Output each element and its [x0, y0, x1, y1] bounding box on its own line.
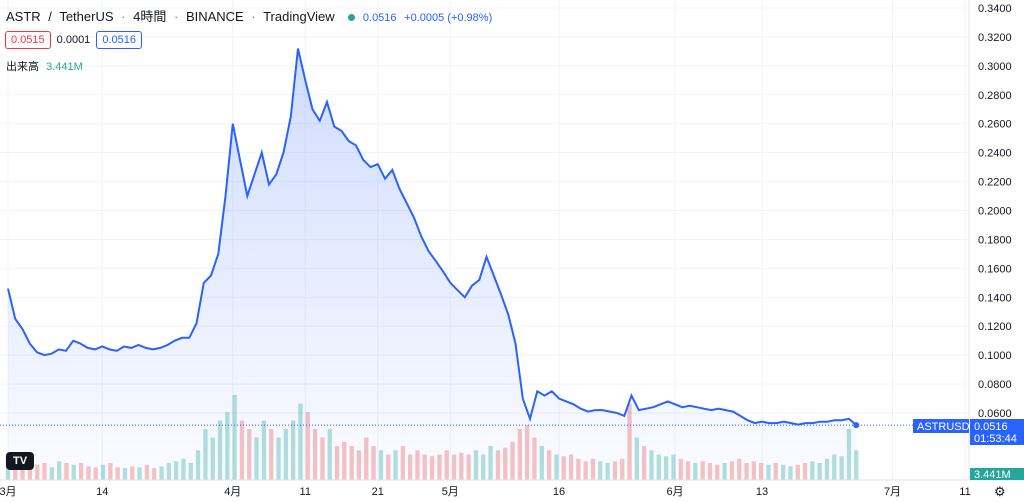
price-tick-label: 0.1600 [978, 263, 1012, 275]
source-label: TradingView [263, 9, 335, 24]
time-tick-label: 11 [959, 486, 970, 498]
settings-gear-icon[interactable]: ⚙ [994, 484, 1006, 499]
price-tick-label: 0.2400 [978, 148, 1012, 160]
volume-label: 出来高 [6, 61, 39, 73]
symbol-tag: ASTRUSDT [917, 421, 977, 433]
dot-sep: · [173, 9, 179, 24]
time-tick-label: 11 [300, 486, 311, 498]
quote-name: TetherUS [59, 9, 114, 24]
time-tick-label: 7月 [884, 486, 901, 498]
symbol-name[interactable]: ASTR [6, 9, 41, 24]
time-tick-label: 13 [756, 486, 768, 498]
time-tick-label: 4月 [224, 486, 241, 498]
sell-button[interactable]: 0.0515 [5, 31, 51, 49]
time-scale[interactable]: 3月 14 4月 11 21 5月 16 6月 13 7月 11 [0, 486, 971, 498]
price-tick-label: 0.2200 [978, 177, 1012, 189]
bar-countdown: 01:53:44 [974, 433, 1017, 445]
quote-bar: 0.0515 0.0001 0.0516 [5, 31, 142, 49]
price-tick-label: 0.1200 [978, 321, 1012, 333]
price-area-fill [8, 48, 857, 480]
volume-value: 3.441M [46, 61, 83, 73]
time-tick-label: 21 [372, 486, 384, 498]
time-tick-label: 6月 [666, 486, 683, 498]
dot-sep: · [121, 9, 126, 24]
volume-legend[interactable]: 出来高 3.441M [6, 58, 83, 74]
market-open-icon [348, 13, 356, 21]
price-tick-label: 0.2800 [978, 90, 1012, 102]
tradingview-logo-icon[interactable]: TV [6, 452, 34, 470]
interval-label[interactable]: 4時間 [133, 9, 167, 24]
time-tick-label: 5月 [442, 486, 459, 498]
time-tick-label: 3月 [0, 486, 17, 498]
price-tick-label: 0.3000 [978, 61, 1012, 73]
symbol-header[interactable]: ASTR / TetherUS · 4時間 · BINANCE · Tradin… [6, 6, 496, 25]
volume-tag: 3.441M [970, 468, 1024, 481]
buy-button[interactable]: 0.0516 [96, 31, 142, 49]
symbol-separator: / [48, 9, 52, 24]
last-price-tag: ASTRUSDT 0.0516 01:53:44 [913, 419, 1024, 445]
time-tick-label: 14 [96, 486, 108, 498]
time-tick-label: 16 [553, 486, 565, 498]
price-tick-label: 0.2000 [978, 206, 1012, 218]
volume-tag-value: 3.441M [974, 469, 1011, 481]
price-change: +0.0005 (+0.98%) [404, 12, 493, 24]
price-tick-label: 0.2600 [978, 119, 1012, 131]
price-line [7, 48, 857, 426]
last-price-value: 0.0516 [974, 421, 1008, 433]
price-tick-label: 0.3400 [978, 3, 1012, 15]
price-tick-label: 0.1000 [978, 350, 1012, 362]
price-scale[interactable]: 0.3400 0.3200 0.3000 0.2800 0.2600 0.2400 0.22… [978, 3, 1012, 420]
price-tick-label: 0.1800 [978, 234, 1012, 246]
dot-sep: · [251, 9, 256, 24]
last-price: 0.0516 [362, 12, 397, 24]
price-tick-label: 0.0800 [978, 379, 1012, 391]
price-tick-label: 0.1400 [978, 292, 1012, 304]
last-price-dot [853, 422, 860, 429]
price-tick-label: 0.3200 [978, 32, 1012, 44]
price-tick-label: 0.0600 [978, 408, 1012, 420]
exchange-label: BINANCE [185, 9, 244, 24]
spread-value: 0.0001 [56, 34, 91, 46]
